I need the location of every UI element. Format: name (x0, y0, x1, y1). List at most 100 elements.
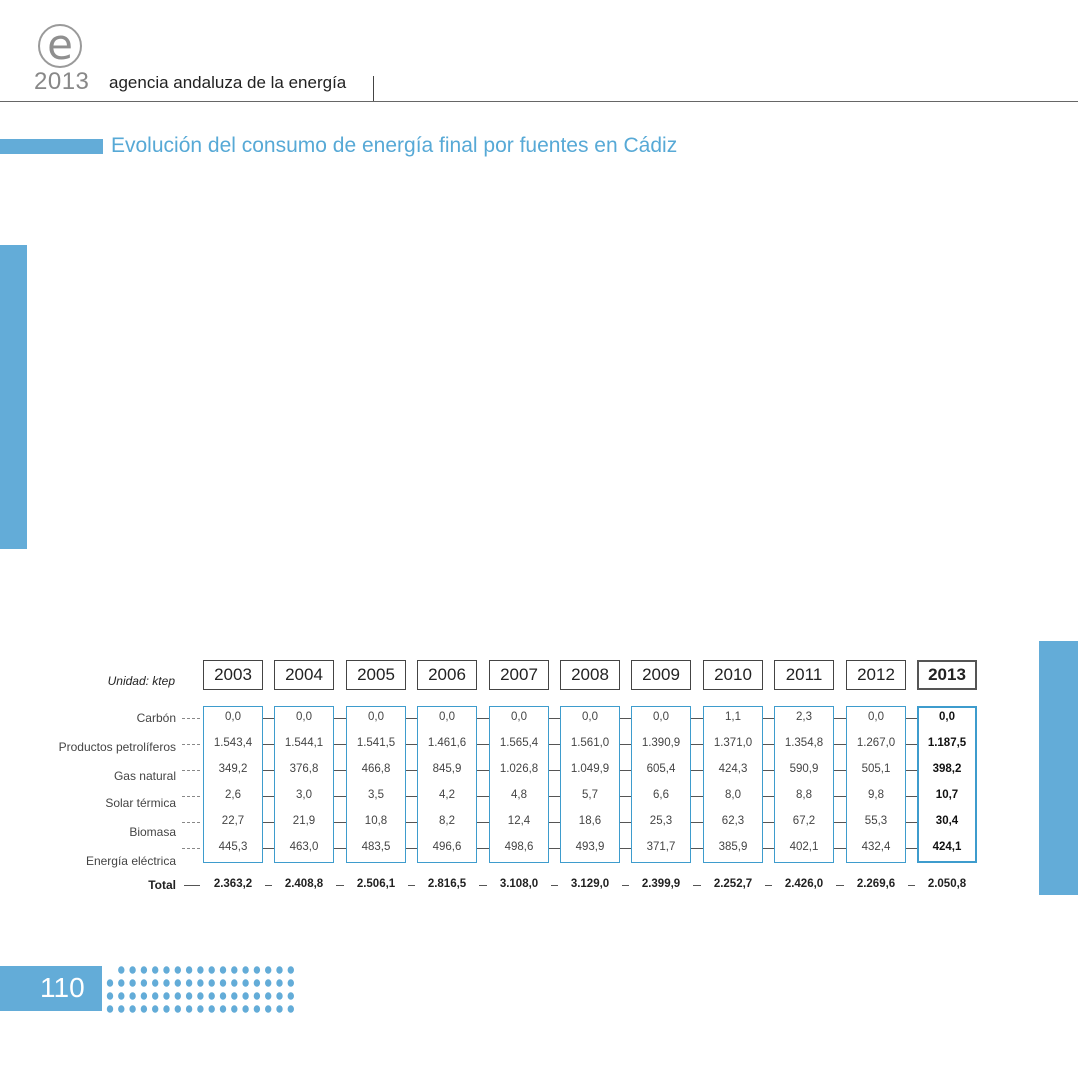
row-connector (549, 744, 560, 745)
table-cell: 8,8 (796, 789, 812, 801)
row-connector (691, 744, 703, 745)
table-cell: 30,4 (935, 815, 959, 827)
table-cell: 22,7 (221, 815, 245, 827)
agency-name: agencia andaluza de la energía (109, 73, 347, 92)
row-connector (906, 796, 917, 797)
row-connector (620, 770, 631, 771)
total-cell: 2.816,5 (427, 878, 467, 890)
dot (265, 979, 272, 987)
year-column-frame (417, 706, 477, 863)
table-cell: 12,4 (507, 815, 531, 827)
table-cell: 371,7 (646, 841, 676, 853)
row-connector (406, 822, 417, 823)
row-connector (406, 718, 417, 719)
unit-label: Unidad: ktep (107, 674, 175, 688)
year-header: 2006 (417, 660, 477, 690)
table-cell: 10,8 (364, 815, 388, 827)
dot (287, 1005, 294, 1013)
table-cell: 483,5 (361, 841, 391, 853)
table-cell: 385,9 (718, 841, 748, 853)
table-cell: 0,0 (368, 711, 384, 723)
year-header: 2012 (846, 660, 906, 690)
dot (197, 1005, 204, 1013)
row-connector (406, 848, 417, 849)
dot (197, 992, 204, 1000)
dot (208, 979, 215, 987)
year-header: 2007 (489, 660, 549, 690)
header-rule (0, 101, 1078, 102)
row-connector (691, 770, 703, 771)
table-cell: 3,0 (296, 789, 312, 801)
table-cell: 8,2 (439, 815, 455, 827)
dot (265, 966, 272, 974)
total-label: Total (148, 878, 176, 892)
dot (242, 1005, 249, 1013)
table-cell: 21,9 (292, 815, 316, 827)
row-connector (477, 718, 489, 719)
row-label: Biomasa (129, 825, 176, 839)
total-connector (408, 885, 415, 886)
dot (152, 1005, 159, 1013)
total-connector (622, 885, 629, 886)
dot (231, 979, 238, 987)
dot (106, 1005, 114, 1013)
dot (140, 979, 148, 987)
dot (129, 992, 136, 1000)
row-leader-line (182, 770, 200, 771)
table-cell: 498,6 (504, 841, 534, 853)
row-connector (263, 744, 274, 745)
year-header: 2004 (274, 660, 334, 690)
year-header: 2013 (917, 660, 977, 690)
row-connector (906, 718, 917, 719)
table-cell: 496,6 (432, 841, 462, 853)
total-leader-line (184, 885, 200, 886)
year-column-frame (560, 706, 620, 863)
year-column-frame (917, 706, 977, 863)
dot (231, 966, 238, 974)
table-cell: 463,0 (289, 841, 319, 853)
table-cell: 376,8 (289, 763, 319, 775)
dot (185, 992, 193, 1000)
total-cell: 3.129,0 (570, 878, 610, 890)
total-cell: 2.050,8 (927, 878, 967, 890)
table-cell: 398,2 (932, 763, 962, 775)
table-cell: 424,3 (718, 763, 748, 775)
dot (174, 966, 181, 974)
dot (208, 966, 215, 974)
row-connector (477, 744, 489, 745)
table-cell: 3,5 (368, 789, 384, 801)
dot (106, 979, 114, 987)
table-cell: 8,0 (725, 789, 741, 801)
row-connector (691, 822, 703, 823)
row-connector (691, 848, 703, 849)
row-leader-line (182, 822, 200, 823)
row-connector (263, 770, 274, 771)
row-connector (334, 770, 346, 771)
table-cell: 5,7 (582, 789, 598, 801)
row-leader-line (182, 796, 200, 797)
table-cell: 0,0 (868, 711, 884, 723)
title-accent-bar (0, 139, 103, 154)
dot (265, 992, 272, 1000)
row-connector (906, 744, 917, 745)
table-cell: 432,4 (861, 841, 891, 853)
table-cell: 349,2 (218, 763, 248, 775)
year-column-frame (631, 706, 691, 863)
table-cell: 1.267,0 (856, 737, 896, 749)
row-connector (834, 770, 846, 771)
dot (118, 966, 125, 974)
row-connector (620, 718, 631, 719)
table-cell: 10,7 (935, 789, 959, 801)
table-cell: 1.544,1 (284, 737, 324, 749)
table-cell: 1.543,4 (213, 737, 253, 749)
dot (197, 966, 204, 974)
total-connector (765, 885, 772, 886)
header-tick-divider (373, 76, 374, 101)
table-cell: 0,0 (939, 711, 955, 723)
table-cell: 2,6 (225, 789, 241, 801)
year-column-frame (489, 706, 549, 863)
row-connector (906, 822, 917, 823)
row-connector (834, 744, 846, 745)
table-cell: 2,3 (796, 711, 812, 723)
dot (174, 979, 181, 987)
